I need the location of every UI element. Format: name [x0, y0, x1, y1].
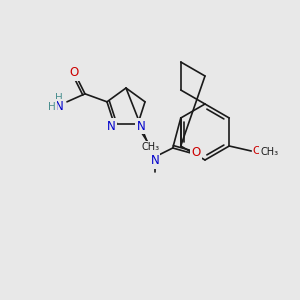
- Text: O: O: [253, 146, 262, 156]
- Text: CH₃: CH₃: [260, 147, 278, 157]
- Text: H: H: [149, 148, 157, 158]
- Text: N: N: [107, 120, 116, 133]
- Text: CH₃: CH₃: [142, 142, 160, 152]
- Text: N: N: [150, 154, 159, 167]
- Text: O: O: [69, 66, 79, 79]
- Text: H: H: [55, 93, 63, 103]
- Text: N: N: [136, 120, 145, 133]
- Text: O: O: [191, 146, 200, 160]
- Text: N: N: [55, 100, 63, 113]
- Text: H: H: [48, 102, 56, 112]
